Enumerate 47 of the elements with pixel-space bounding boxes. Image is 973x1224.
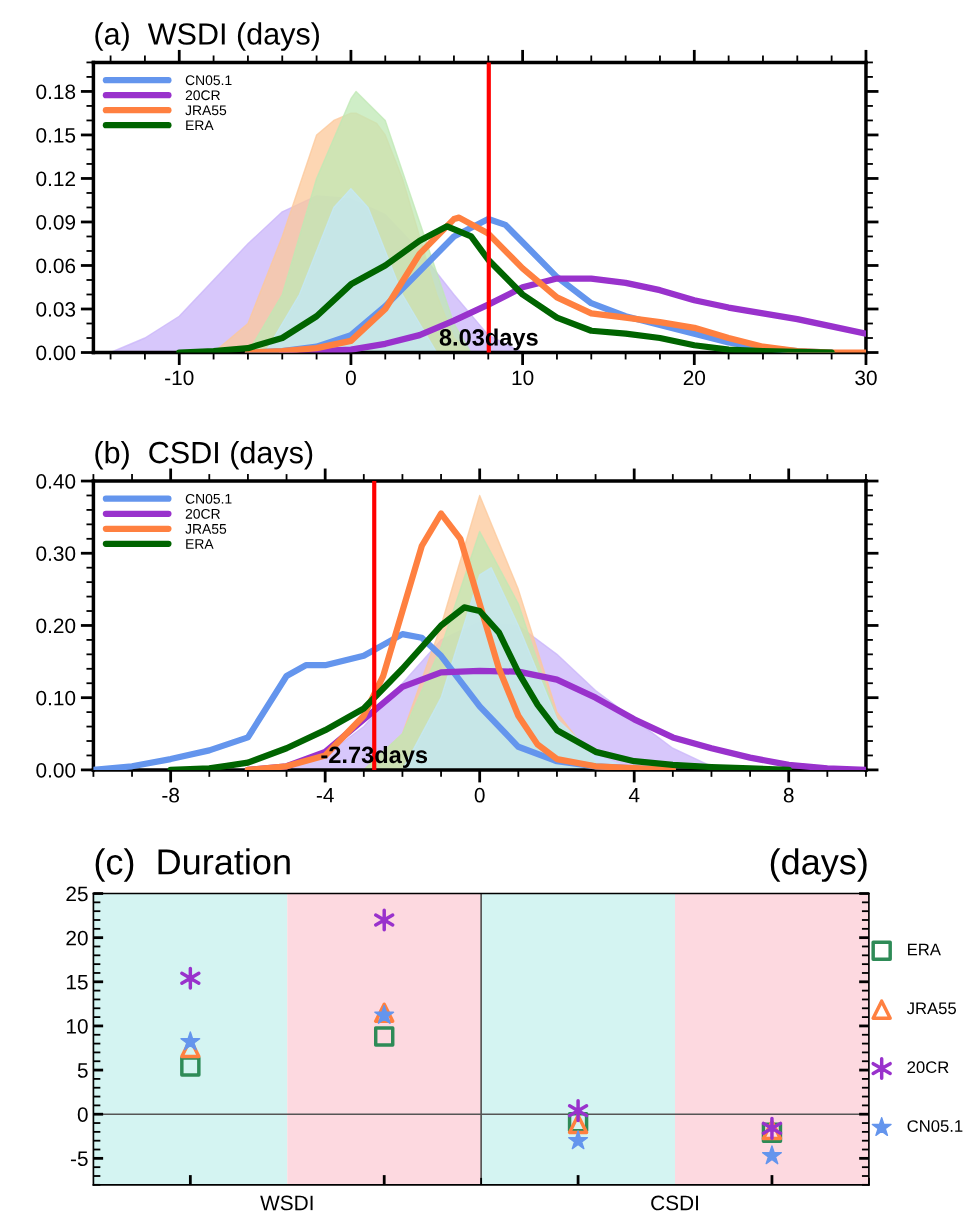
legend-label: CN05.1 [185,493,232,504]
legend-label: JRA55 [185,105,227,116]
text: CSDI [651,1195,698,1211]
x-tick-label: 4 [628,788,640,803]
legend-label: JRA55 [185,524,227,534]
y-tick-label: 0.06 [36,258,76,274]
y-tick-label: 0.12 [36,171,75,187]
x-tick-label: 0 [345,370,356,386]
legend-label: ERA [186,539,214,549]
y-tick-label: -5 [70,1151,88,1167]
legend-label: 20CR [907,1061,949,1074]
x-tick-label: -8 [162,787,180,803]
legend-label: JRA55 [906,1002,956,1015]
legend-label: CN05.1 [907,1120,963,1132]
y-tick-label: 0.30 [36,546,76,561]
x-tick-label: 8 [783,787,794,803]
legend-label: CN05.1 [185,75,232,86]
y-tick-label: 0.00 [36,762,76,778]
y-tick-label: 5 [77,1063,88,1078]
y-tick-label: 0.10 [36,690,76,706]
y-tick-label: 0.40 [36,474,76,489]
y-tick-label: 25 [66,886,88,902]
y-tick-label: 15 [66,975,88,990]
y-tick-label: 0.20 [36,618,76,634]
y-tick-label: 0.15 [36,127,76,143]
y-tick-label: 0.00 [36,345,76,361]
legend-label: 20CR [185,508,220,519]
x-tick-label: -10 [165,370,194,386]
y-tick-label: 0 [77,1107,88,1122]
x-tick-label: 10 [512,370,534,386]
x-tick-label: -4 [316,788,334,803]
y-axis-title: (days) [770,848,867,882]
text: WSDI [260,1195,313,1211]
chart-title: (a) WSDI (days) [95,22,319,51]
y-tick-label: 0.18 [36,84,76,100]
legend-label: ERA [186,120,214,131]
legend-label: 20CR [185,90,220,101]
y-tick-label: 10 [66,1018,88,1034]
x-tick-label: 20 [683,370,706,386]
y-tick-label: 0.09 [36,214,76,230]
y-tick-label: 0.03 [36,302,76,317]
legend-label: ERA [908,943,941,956]
chart-title: (b) CSDI (days) [95,440,313,470]
y-tick-label: 20 [66,930,88,946]
x-tick-label: 0 [474,787,485,803]
chart-title: (c) Duration [95,848,290,882]
x-tick-label: 30 [855,370,877,386]
